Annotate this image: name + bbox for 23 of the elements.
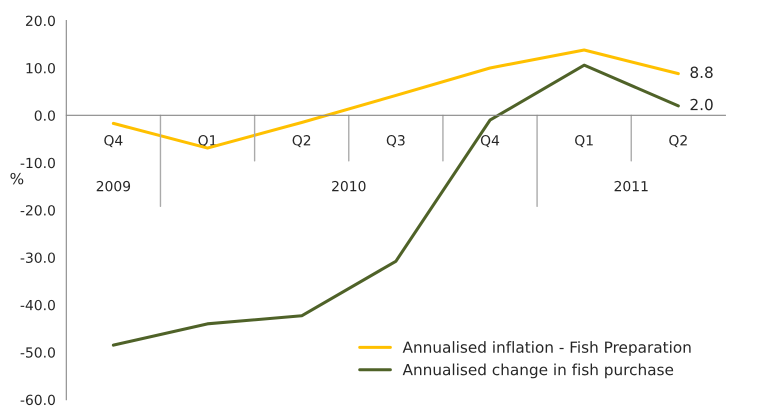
x-tick-label: Q4 — [104, 135, 122, 148]
y-tick-label: -60.0 — [20, 394, 55, 406]
y-axis-title: % — [10, 172, 24, 184]
y-tick-label: -10.0 — [20, 158, 55, 168]
legend-label: Annualised change in fish purchase — [402, 364, 674, 378]
y-tick-label: -30.0 — [20, 252, 55, 263]
y-tick-label: 20.0 — [26, 16, 55, 26]
y-tick-label: 10.0 — [26, 62, 55, 74]
data-label: 2.0 — [690, 98, 713, 110]
x-tick-label: Q4 — [480, 135, 500, 148]
x-tick-label: Q2 — [669, 135, 687, 148]
y-tick-label: -20.0 — [20, 205, 55, 216]
data-label: 8.8 — [690, 66, 713, 78]
x-tick-label: Q1 — [575, 135, 593, 148]
y-tick-label: -50.0 — [20, 347, 55, 358]
y-tick-label: 0.0 — [34, 110, 55, 121]
annotation: 2011 — [614, 180, 648, 192]
x-tick-label: Q3 — [386, 135, 405, 148]
annotation: 2009 — [96, 180, 130, 192]
y-tick-label: -40.0 — [20, 300, 55, 310]
annotation: 2010 — [332, 180, 366, 192]
x-tick-label: Q2 — [292, 135, 310, 148]
legend-label: Annualised inflation - Fish Preparation — [402, 341, 691, 356]
